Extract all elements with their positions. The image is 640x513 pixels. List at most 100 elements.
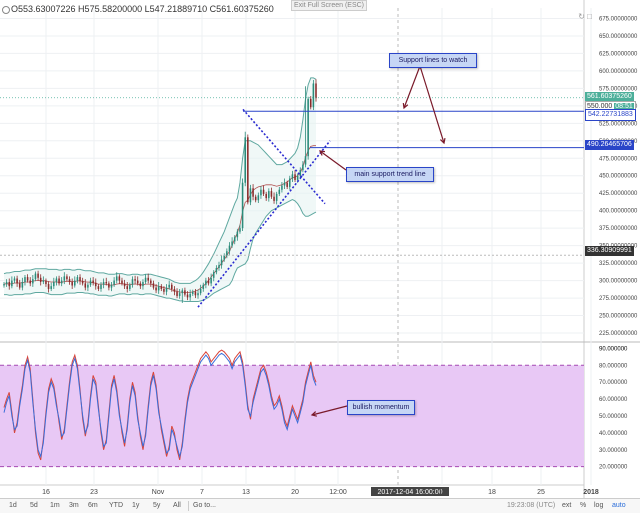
candle-body xyxy=(87,284,89,288)
candle-body xyxy=(249,188,252,203)
time-tick-label: 7 xyxy=(200,489,204,496)
bollinger-upper-line xyxy=(3,77,317,284)
callout-momentum[interactable]: bullish momentum xyxy=(347,400,415,415)
toggle-percent[interactable]: % xyxy=(580,502,587,509)
candle-body xyxy=(157,286,160,291)
price-tick-label: 250.00000000 xyxy=(599,314,638,320)
rsi-tick-label: 50.000000 xyxy=(599,414,628,420)
price-tick-label: 400.00000000 xyxy=(599,209,638,215)
current-price-tag: 561.60375260 xyxy=(585,92,634,102)
candle-body xyxy=(13,278,16,281)
candle-body xyxy=(273,196,275,201)
candle-body xyxy=(5,281,8,285)
candle-body xyxy=(291,174,294,179)
range-1y[interactable]: 1y xyxy=(132,502,140,509)
callout-support-lines[interactable]: Support lines to watch xyxy=(389,53,477,68)
rsi-panel xyxy=(0,349,584,468)
range-3m[interactable]: 3m xyxy=(69,502,79,509)
candle-body xyxy=(18,283,21,288)
candle-body xyxy=(108,283,110,288)
toggle-auto[interactable]: auto xyxy=(612,502,626,509)
range-5d[interactable]: 5d xyxy=(30,502,38,509)
price-tick-label: 675.00000000 xyxy=(599,16,638,22)
candle-body xyxy=(312,83,315,108)
candle-body xyxy=(123,283,126,287)
candle-body xyxy=(155,287,157,291)
candle-body xyxy=(79,277,81,282)
bottom-toolbar: 1d 5d 1m 3m 6m YTD 1y 5y All Go to... 19… xyxy=(0,498,640,513)
candle-body xyxy=(105,281,108,284)
price-tick-label: 575.00000000 xyxy=(599,86,638,92)
crosshair-time-box xyxy=(371,487,449,496)
time-tick-label: Nov xyxy=(152,489,165,496)
exit-fullscreen-button[interactable]: Exit Full Screen (ESC) xyxy=(291,0,368,11)
range-1d[interactable]: 1d xyxy=(9,502,17,509)
candle-body xyxy=(21,281,24,288)
toggle-log[interactable]: log xyxy=(594,502,604,509)
ohlc-text: O553.63007226 H575.58200000 L547.2188971… xyxy=(11,4,274,14)
candle-body xyxy=(89,280,92,285)
price-tick-label: 375.00000000 xyxy=(599,226,638,232)
candle-body xyxy=(68,279,71,282)
rsi-tick-label: 80.000000 xyxy=(599,363,628,369)
arrow-to-support-1-head xyxy=(402,102,409,110)
price-tick-label: 300.00000000 xyxy=(599,279,638,285)
candle-body xyxy=(288,178,291,187)
candle-body xyxy=(100,284,102,289)
bollinger-bands xyxy=(3,77,317,303)
candle-body xyxy=(223,255,226,260)
arrow-to-rsi xyxy=(311,405,348,416)
goto-button[interactable]: Go to... xyxy=(193,502,216,509)
drawing-tools[interactable] xyxy=(0,65,584,417)
candle-body xyxy=(304,156,307,165)
range-1m[interactable]: 1m xyxy=(50,502,60,509)
candle-body xyxy=(296,175,299,180)
rsi-tick-label: 70.000000 xyxy=(599,380,628,386)
candle-body xyxy=(199,288,202,294)
candle-body xyxy=(113,280,115,285)
candle-body xyxy=(147,277,149,281)
callout-trend-line[interactable]: main support trend line xyxy=(346,167,434,182)
series-visibility-icon[interactable] xyxy=(2,5,10,14)
arrow-to-rsi-head xyxy=(310,411,317,417)
candle-body xyxy=(76,277,79,281)
candle-body xyxy=(239,228,241,232)
rsi-band-fill xyxy=(0,365,584,467)
rsi-tick-label: 90.000000 xyxy=(599,346,628,352)
candle-body xyxy=(302,164,304,171)
rsi-series-line xyxy=(3,352,317,459)
range-5y[interactable]: 5y xyxy=(153,502,161,509)
toggle-ext[interactable]: ext xyxy=(562,502,572,509)
candle-body xyxy=(247,137,249,203)
candle-body xyxy=(110,284,113,288)
rsi-tick-label: 30.000000 xyxy=(599,448,628,454)
arrow-to-support-2-head xyxy=(439,137,446,145)
candle-body xyxy=(268,191,270,199)
price-tick-label: 625.00000000 xyxy=(599,51,638,57)
range-6m[interactable]: 6m xyxy=(88,502,98,509)
ascending-trendline xyxy=(197,140,331,308)
clock-readout: 19:23:08 (UTC) xyxy=(507,502,556,509)
time-tick-label: 16 xyxy=(42,489,50,496)
candlestick-series xyxy=(3,79,317,303)
candle-body xyxy=(160,286,163,289)
candle-body xyxy=(84,283,87,288)
candle-body xyxy=(260,189,262,196)
time-tick-label: 20 xyxy=(291,489,299,496)
candle-body xyxy=(26,277,29,281)
candle-body xyxy=(11,280,13,287)
price-tick-label: 425.00000000 xyxy=(599,191,638,197)
candle-body xyxy=(231,241,233,246)
range-ytd[interactable]: YTD xyxy=(109,502,123,509)
candle-body xyxy=(121,280,123,284)
range-all[interactable]: All xyxy=(173,502,181,509)
candle-body xyxy=(286,182,288,187)
arrow-to-trendline-head xyxy=(318,150,326,156)
candle-body xyxy=(173,288,176,292)
candle-body xyxy=(55,278,58,282)
chart-controls[interactable]: ↻ □ xyxy=(578,12,592,21)
candle-body xyxy=(168,284,170,288)
candle-body xyxy=(97,286,100,289)
candle-body xyxy=(129,284,131,289)
